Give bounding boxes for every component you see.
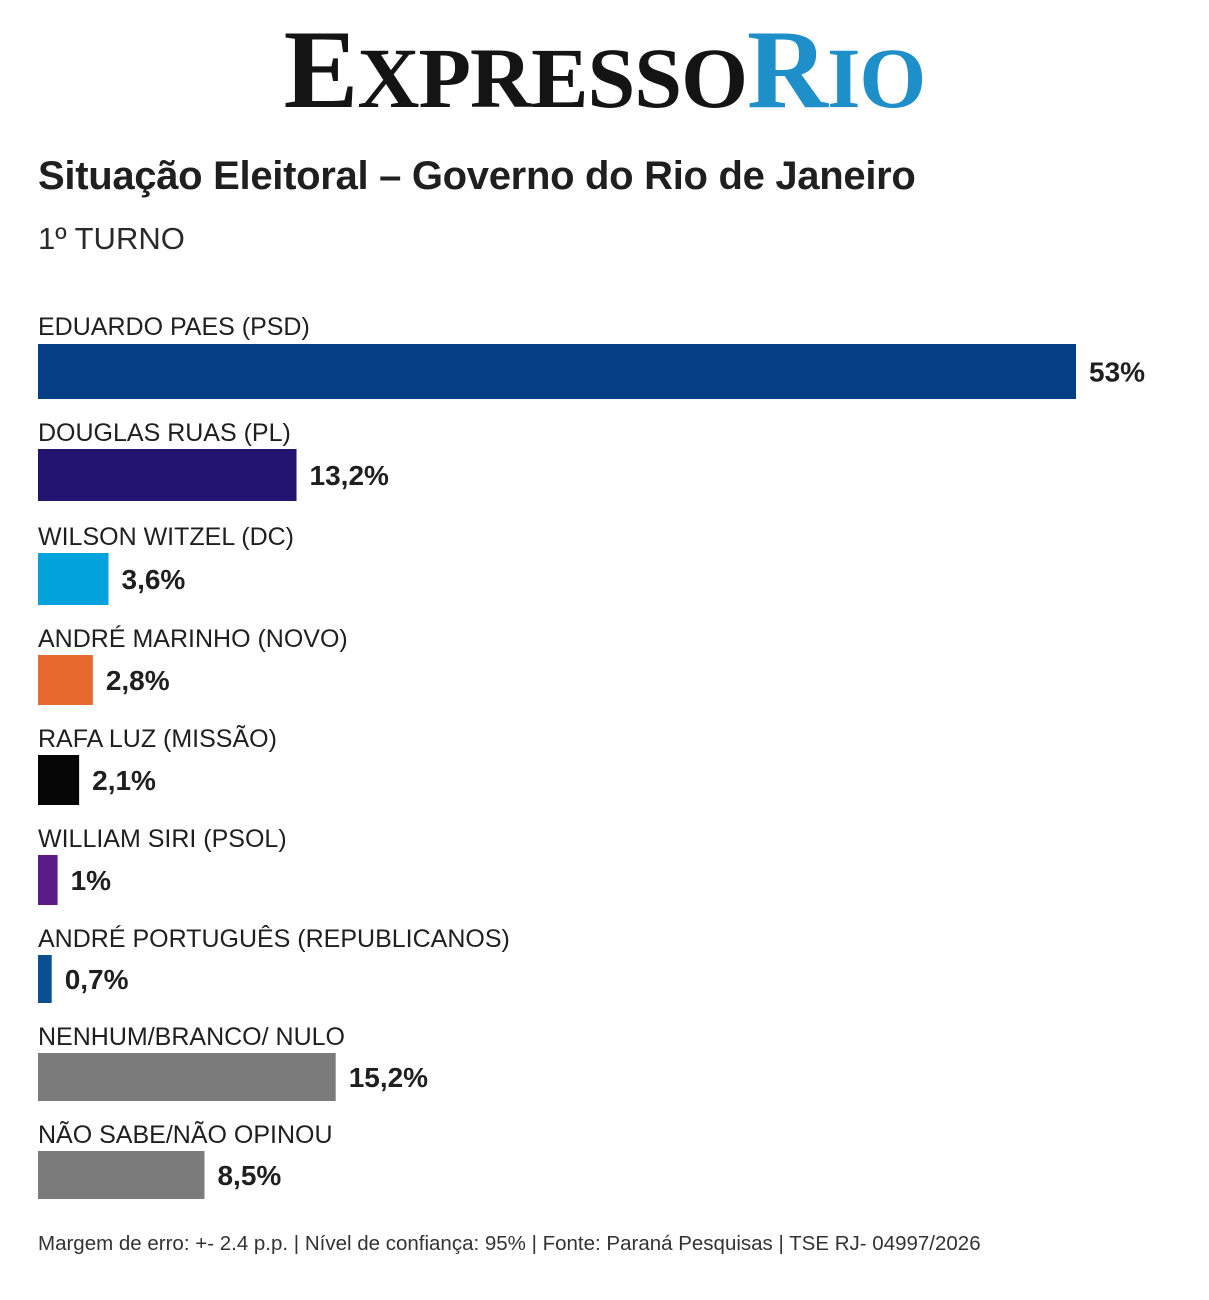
category-label: NÃO SABE/NÃO OPINOU xyxy=(38,1120,333,1149)
data-label: 15,2% xyxy=(349,1062,428,1093)
logo-initial-r: R xyxy=(747,8,828,132)
logo-word-rio: RIO xyxy=(747,14,926,126)
data-label: 8,5% xyxy=(217,1160,281,1191)
data-label: 0,7% xyxy=(65,964,129,995)
chart-subtitle: 1º TURNO xyxy=(38,221,185,256)
bar xyxy=(38,344,1076,399)
bar xyxy=(38,755,80,805)
bar xyxy=(38,553,109,605)
category-label: ANDRÉ MARINHO (NOVO) xyxy=(38,624,348,653)
bar xyxy=(38,655,93,705)
category-label: WILSON WITZEL (DC) xyxy=(38,523,294,551)
bar xyxy=(38,955,52,1003)
data-label: 53% xyxy=(1089,357,1145,388)
data-label: 2,1% xyxy=(92,765,156,796)
data-label: 2,8% xyxy=(106,665,170,696)
logo-word-expresso: EXPRESSO xyxy=(284,14,748,126)
logo-rest-io: IO xyxy=(826,30,926,126)
brand-logo: EXPRESSORIO xyxy=(0,14,1209,126)
data-label: 13,2% xyxy=(310,460,389,491)
category-label: DOUGLAS RUAS (PL) xyxy=(38,419,291,447)
category-label: RAFA LUZ (MISSÃO) xyxy=(38,724,277,753)
data-label: 3,6% xyxy=(122,564,186,595)
chart-footer-note: Margem de erro: +- 2.4 p.p. | Nível de c… xyxy=(38,1232,981,1255)
category-label: EDUARDO PAES (PSD) xyxy=(38,313,310,341)
bar xyxy=(38,1053,336,1101)
logo-initial-e: E xyxy=(283,8,359,132)
bar xyxy=(38,855,58,905)
chart-title: Situação Eleitoral – Governo do Rio de J… xyxy=(38,154,916,198)
bar xyxy=(38,449,297,501)
data-label: 1% xyxy=(71,865,112,896)
category-label: NENHUM/BRANCO/ NULO xyxy=(38,1023,345,1051)
bar xyxy=(38,1151,205,1199)
category-label: WILLIAM SIRI (PSOL) xyxy=(38,825,287,853)
logo-rest-xpresso: XPRESSO xyxy=(357,30,748,126)
category-label: ANDRÉ PORTUGUÊS (REPUBLICANOS) xyxy=(38,924,510,953)
